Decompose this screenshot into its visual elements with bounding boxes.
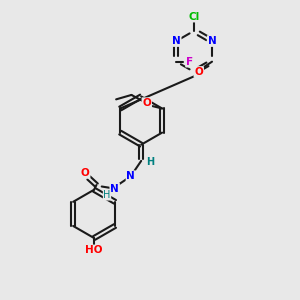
Text: Cl: Cl [188, 12, 200, 22]
Text: F: F [186, 57, 193, 67]
Text: N: N [208, 36, 216, 46]
Text: H: H [146, 158, 155, 167]
Text: O: O [142, 98, 151, 108]
Text: O: O [81, 168, 90, 178]
Text: H: H [103, 190, 111, 200]
Text: HO: HO [85, 245, 103, 255]
Text: N: N [110, 184, 119, 194]
Text: N: N [172, 36, 181, 46]
Text: O: O [194, 67, 203, 77]
Text: N: N [127, 171, 135, 181]
